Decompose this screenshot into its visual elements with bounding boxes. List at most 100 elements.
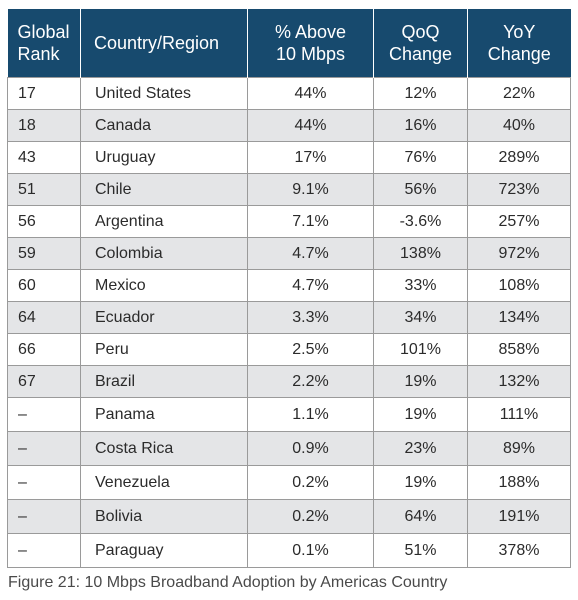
cell-yoy: 89% bbox=[467, 431, 571, 466]
table-row: 18 Canada 44% 16% 40% bbox=[7, 109, 571, 142]
cell-yoy: 378% bbox=[467, 533, 571, 568]
table-row: 67 Brazil 2.2% 19% 132% bbox=[7, 365, 571, 398]
cell-yoy: 858% bbox=[467, 333, 571, 366]
cell-yoy: 972% bbox=[467, 237, 571, 270]
table-row: 64 Ecuador 3.3% 34% 134% bbox=[7, 301, 571, 334]
table-row: 51 Chile 9.1% 56% 723% bbox=[7, 173, 571, 206]
cell-above: 44% bbox=[247, 109, 374, 142]
header-above-10mbps: % Above 10 Mbps bbox=[247, 9, 374, 78]
cell-above: 0.2% bbox=[247, 465, 374, 500]
table-row: – Costa Rica 0.9% 23% 89% bbox=[7, 431, 571, 466]
cell-above: 0.1% bbox=[247, 533, 374, 568]
header-row: Global Rank Country/Region % Above 10 Mb… bbox=[7, 9, 571, 78]
cell-qoq: 19% bbox=[373, 397, 468, 432]
cell-qoq: 19% bbox=[373, 365, 468, 398]
cell-above: 0.9% bbox=[247, 431, 374, 466]
cell-above: 2.5% bbox=[247, 333, 374, 366]
header-yoy-line1: YoY bbox=[503, 22, 536, 42]
cell-above: 4.7% bbox=[247, 237, 374, 270]
cell-yoy: 289% bbox=[467, 141, 571, 174]
cell-qoq: 23% bbox=[373, 431, 468, 466]
cell-qoq: 51% bbox=[373, 533, 468, 568]
cell-above: 1.1% bbox=[247, 397, 374, 432]
cell-qoq: 76% bbox=[373, 141, 468, 174]
header-qoq-change: QoQ Change bbox=[373, 9, 468, 78]
cell-qoq: 101% bbox=[373, 333, 468, 366]
cell-above: 3.3% bbox=[247, 301, 374, 334]
cell-country: Ecuador bbox=[80, 301, 248, 334]
cell-qoq: 34% bbox=[373, 301, 468, 334]
cell-yoy: 134% bbox=[467, 301, 571, 334]
table-row: – Venezuela 0.2% 19% 188% bbox=[7, 465, 571, 500]
cell-yoy: 132% bbox=[467, 365, 571, 398]
cell-rank: 60 bbox=[7, 269, 81, 302]
cell-country: Paraguay bbox=[80, 533, 248, 568]
cell-qoq: 138% bbox=[373, 237, 468, 270]
table-header: Global Rank Country/Region % Above 10 Mb… bbox=[7, 9, 571, 78]
cell-rank: 43 bbox=[7, 141, 81, 174]
cell-rank: – bbox=[7, 431, 81, 466]
data-table: Global Rank Country/Region % Above 10 Mb… bbox=[7, 9, 571, 568]
cell-rank: 59 bbox=[7, 237, 81, 270]
cell-rank: 18 bbox=[7, 109, 81, 142]
cell-country: Panama bbox=[80, 397, 248, 432]
header-above-line1: % Above bbox=[274, 22, 347, 42]
cell-country: Canada bbox=[80, 109, 248, 142]
cell-yoy: 40% bbox=[467, 109, 571, 142]
header-rank-line2: Rank bbox=[17, 44, 60, 64]
cell-rank: 66 bbox=[7, 333, 81, 366]
cell-above: 7.1% bbox=[247, 205, 374, 238]
cell-yoy: 257% bbox=[467, 205, 571, 238]
cell-above: 4.7% bbox=[247, 269, 374, 302]
cell-yoy: 188% bbox=[467, 465, 571, 500]
table-row: 43 Uruguay 17% 76% 289% bbox=[7, 141, 571, 174]
cell-country: Uruguay bbox=[80, 141, 248, 174]
header-country-region: Country/Region bbox=[80, 9, 248, 78]
table-row: – Panama 1.1% 19% 111% bbox=[7, 397, 571, 432]
header-rank-line1: Global bbox=[17, 22, 70, 42]
header-yoy-line2: Change bbox=[487, 44, 551, 64]
cell-country: Brazil bbox=[80, 365, 248, 398]
cell-qoq: 19% bbox=[373, 465, 468, 500]
cell-country: United States bbox=[80, 77, 248, 110]
cell-qoq: 56% bbox=[373, 173, 468, 206]
cell-qoq: 12% bbox=[373, 77, 468, 110]
cell-country: Venezuela bbox=[80, 465, 248, 500]
cell-yoy: 22% bbox=[467, 77, 571, 110]
cell-rank: 17 bbox=[7, 77, 81, 110]
header-qoq-line2: Change bbox=[388, 44, 453, 64]
cell-qoq: -3.6% bbox=[373, 205, 468, 238]
cell-rank: 56 bbox=[7, 205, 81, 238]
cell-country: Argentina bbox=[80, 205, 248, 238]
table-row: 66 Peru 2.5% 101% 858% bbox=[7, 333, 571, 366]
cell-above: 17% bbox=[247, 141, 374, 174]
table-row: – Bolivia 0.2% 64% 191% bbox=[7, 499, 571, 534]
cell-country: Peru bbox=[80, 333, 248, 366]
table-row: 56 Argentina 7.1% -3.6% 257% bbox=[7, 205, 571, 238]
cell-qoq: 33% bbox=[373, 269, 468, 302]
cell-rank: – bbox=[7, 465, 81, 500]
cell-qoq: 16% bbox=[373, 109, 468, 142]
cell-above: 2.2% bbox=[247, 365, 374, 398]
cell-rank: 67 bbox=[7, 365, 81, 398]
table-row: 60 Mexico 4.7% 33% 108% bbox=[7, 269, 571, 302]
header-above-line2: 10 Mbps bbox=[275, 44, 346, 64]
figure-caption: Figure 21: 10 Mbps Broadband Adoption by… bbox=[8, 574, 448, 591]
cell-qoq: 64% bbox=[373, 499, 468, 534]
cell-above: 0.2% bbox=[247, 499, 374, 534]
cell-country: Colombia bbox=[80, 237, 248, 270]
cell-rank: – bbox=[7, 397, 81, 432]
header-qoq-line1: QoQ bbox=[401, 22, 440, 42]
cell-yoy: 111% bbox=[467, 397, 571, 432]
cell-country: Bolivia bbox=[80, 499, 248, 534]
table-row: 59 Colombia 4.7% 138% 972% bbox=[7, 237, 571, 270]
cell-above: 9.1% bbox=[247, 173, 374, 206]
broadband-table: Global Rank Country/Region % Above 10 Mb… bbox=[7, 9, 571, 568]
header-country-label: Country/Region bbox=[94, 33, 220, 53]
cell-yoy: 108% bbox=[467, 269, 571, 302]
header-yoy-change: YoY Change bbox=[467, 9, 571, 78]
table-row: 17 United States 44% 12% 22% bbox=[7, 77, 571, 110]
cell-above: 44% bbox=[247, 77, 374, 110]
cell-yoy: 723% bbox=[467, 173, 571, 206]
cell-rank: 64 bbox=[7, 301, 81, 334]
